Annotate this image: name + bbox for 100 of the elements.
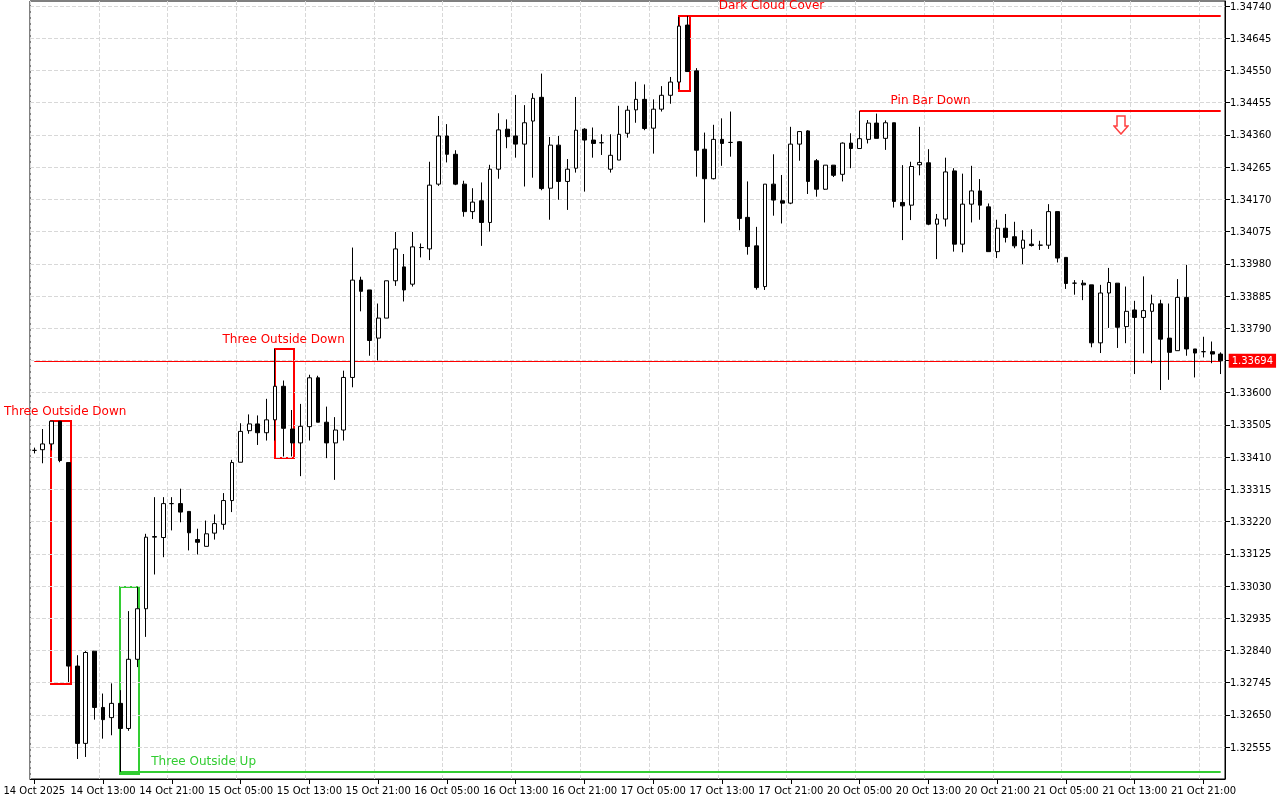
candlestick <box>711 124 716 180</box>
annotation: Three Outside Down <box>221 331 345 346</box>
candlestick <box>1089 284 1094 348</box>
x-tick-label: 20 Oct 05:00 <box>827 784 893 796</box>
candlestick <box>264 398 269 442</box>
x-tick-label: 14 Oct 13:00 <box>70 784 136 796</box>
candlestick <box>144 533 148 638</box>
y-tick-label: 1.33885 <box>1230 290 1272 302</box>
candlestick <box>247 413 252 435</box>
y-tick-label: 1.34645 <box>1230 32 1272 44</box>
x-tick-label: 20 Oct 21:00 <box>964 784 1030 796</box>
candlestick <box>720 117 724 167</box>
candlestick <box>290 409 295 457</box>
candlestick <box>797 131 802 162</box>
candlestick <box>488 164 492 233</box>
candlestick <box>909 161 914 221</box>
candlestick <box>917 126 922 176</box>
candlestick <box>728 111 733 158</box>
candlestick <box>40 428 45 464</box>
candlestick <box>1218 351 1223 375</box>
candlestick <box>849 132 853 169</box>
candlestick <box>462 180 467 218</box>
candlestick <box>634 81 638 124</box>
candlestick <box>359 276 363 312</box>
candlestick <box>324 406 329 459</box>
candlestick <box>101 693 105 740</box>
candlestick <box>952 167 957 253</box>
candlestick <box>49 420 54 451</box>
candlestick <box>384 280 389 319</box>
ref-line-label: Dark Cloud Cover <box>718 0 825 12</box>
x-tick-label: 21 Oct 05:00 <box>1033 784 1099 796</box>
candlestick <box>745 180 750 256</box>
candlestick <box>367 289 372 357</box>
candlestick <box>883 119 888 151</box>
candlestick <box>737 140 742 231</box>
candlestick <box>445 123 449 163</box>
candlestick <box>427 161 432 261</box>
candlestick <box>436 115 441 187</box>
candlestick <box>298 403 303 477</box>
x-tick-label: 14 Oct 2025 <box>3 784 66 796</box>
candlestick <box>642 83 647 131</box>
candlestick <box>771 153 776 217</box>
candlestick <box>496 112 501 180</box>
x-tick-label: 15 Oct 05:00 <box>208 784 274 796</box>
y-tick-label: 1.34170 <box>1230 193 1272 205</box>
candlestick <box>806 129 810 195</box>
y-tick-label: 1.33505 <box>1230 419 1272 431</box>
candlestick <box>341 370 346 442</box>
candlestick <box>470 187 475 220</box>
candlestick <box>926 148 931 226</box>
candlestick <box>522 104 527 188</box>
candlestick <box>694 67 699 178</box>
y-tick-label: 1.34550 <box>1230 65 1272 77</box>
candlestick <box>1175 278 1180 352</box>
candlestick <box>1201 336 1206 358</box>
candlestick <box>1124 286 1129 344</box>
candlestick <box>814 158 819 198</box>
candlestick <box>617 105 621 161</box>
candlestick <box>1210 341 1215 364</box>
candlestick <box>960 173 965 253</box>
candlestick <box>874 113 879 139</box>
candlestick <box>178 488 183 523</box>
candlestick <box>169 496 174 531</box>
x-tick-label: 20 Oct 13:00 <box>895 784 961 796</box>
x-tick-label: 17 Oct 13:00 <box>689 784 755 796</box>
candlestick <box>92 650 97 721</box>
candlestick <box>135 586 140 668</box>
candlestick <box>221 492 226 531</box>
candlestick <box>548 136 553 221</box>
candlestick <box>393 231 398 287</box>
candlestick <box>152 496 157 575</box>
candlestick <box>1158 299 1163 391</box>
candlestick <box>118 689 123 773</box>
candlestick <box>212 513 217 541</box>
candlestick <box>866 119 871 144</box>
candlestick <box>479 181 484 247</box>
candlestick <box>230 459 234 513</box>
candlestick <box>625 105 630 139</box>
candlestick <box>668 76 673 105</box>
candlestick <box>685 15 690 73</box>
candlestick <box>66 462 71 683</box>
y-tick-label: 1.34740 <box>1230 0 1272 12</box>
y-tick-label: 1.32745 <box>1230 677 1272 689</box>
y-tick-label: 1.32840 <box>1230 644 1272 656</box>
candlestick <box>273 348 277 442</box>
candlestick <box>1098 284 1103 354</box>
candlestick <box>943 157 948 228</box>
candlestick <box>1046 203 1051 250</box>
x-tick-label: 21 Oct 21:00 <box>1170 784 1237 796</box>
candlestick <box>823 164 828 191</box>
y-tick-label: 1.32935 <box>1230 612 1272 624</box>
candlestick <box>83 650 88 758</box>
candlestick <box>419 242 424 258</box>
candlestick <box>1141 275 1146 354</box>
candlestick <box>1055 211 1060 263</box>
y-tick-label: 1.33790 <box>1230 322 1272 334</box>
candlestick <box>410 231 415 288</box>
annotation: Three Outside Down <box>3 404 127 419</box>
candlestick <box>900 164 905 241</box>
candlestick <box>126 610 131 732</box>
